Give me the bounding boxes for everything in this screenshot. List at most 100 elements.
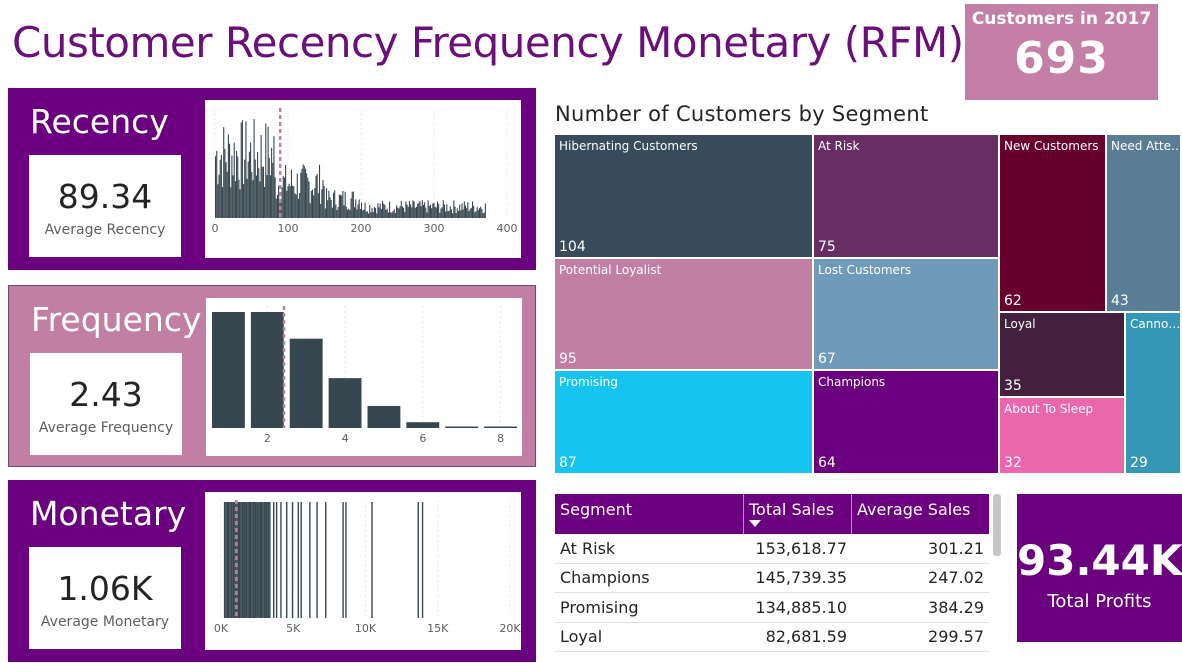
frequency-card[interactable]: 2.43 Average Frequency — [30, 353, 182, 455]
histogram-bar — [349, 210, 351, 218]
histogram-bar — [480, 206, 482, 218]
cell-total-sales: 134,885.10 — [755, 597, 847, 617]
header-total-sales[interactable]: Total Sales — [743, 494, 851, 534]
tick-label: 4 — [342, 432, 349, 445]
cell-average-sales: 301.21 — [928, 538, 984, 558]
treemap-tile[interactable]: Lost Customers 67 — [814, 259, 1000, 371]
histogram-bar — [463, 201, 465, 218]
frequency-caption: Average Frequency — [38, 420, 174, 436]
histogram-bar — [251, 171, 253, 218]
treemap-tile[interactable]: Promising 87 — [555, 371, 814, 475]
frequency-histogram[interactable]: 2 4 6 8 — [206, 298, 522, 456]
sort-desc-icon — [749, 520, 761, 527]
histogram-bar — [344, 191, 346, 218]
treemap-tile-value: 62 — [1004, 293, 1022, 309]
histogram-bar — [481, 209, 483, 218]
histogram-bar — [306, 173, 308, 218]
strip-bar — [232, 502, 234, 618]
frequency-chart-svg: 2 4 6 8 — [212, 306, 517, 445]
cell-segment: Loyal — [560, 627, 603, 647]
histogram-bar — [356, 209, 358, 218]
histogram-bar — [422, 204, 425, 218]
histogram-bar — [229, 143, 231, 218]
monetary-card[interactable]: 1.06K Average Monetary — [29, 547, 181, 649]
treemap-tile[interactable]: Loyal 35 — [1000, 313, 1126, 398]
tick-label: 8 — [497, 432, 504, 445]
customers-kpi-card[interactable]: Customers in 2017 693 — [965, 4, 1158, 100]
histogram-bar — [457, 211, 460, 218]
histogram-bar — [445, 211, 447, 218]
treemap-tile-value: 67 — [818, 351, 836, 367]
treemap-tile-label: Lost Customers — [818, 263, 912, 277]
histogram-bar — [268, 157, 270, 218]
histogram-bar — [399, 206, 401, 218]
tick-label: 300 — [424, 222, 445, 235]
histogram-bar — [448, 210, 450, 218]
histogram-bar — [366, 211, 368, 218]
monetary-histogram[interactable]: 0K 5K 10K 15K 20K — [205, 492, 521, 650]
histogram-bar — [231, 155, 233, 218]
treemap-tile[interactable]: Potential Loyalist 95 — [555, 259, 814, 371]
histogram-bar — [301, 168, 303, 218]
strip-bar — [291, 502, 294, 618]
strip-bar — [230, 502, 233, 618]
cell-total-sales: 82,681.59 — [765, 627, 847, 647]
histogram-bar — [387, 212, 389, 218]
histogram-bar — [285, 164, 287, 218]
total-profits-card[interactable]: 93.44K Total Profits — [1017, 494, 1182, 642]
histogram-bar — [293, 186, 295, 218]
treemap-tile-label: Canno… — [1130, 317, 1181, 331]
total-profits-label: Total Profits — [1047, 591, 1152, 612]
treemap-tile[interactable]: At Risk 75 — [814, 135, 1000, 259]
histogram-bar — [300, 172, 302, 218]
header-segment[interactable]: Segment — [560, 500, 632, 519]
table-scrollbar[interactable] — [993, 494, 1001, 556]
histogram-bar — [320, 203, 322, 218]
histogram-bar — [314, 188, 316, 218]
frequency-title: Frequency — [31, 300, 202, 339]
histogram-bar — [273, 136, 275, 218]
histogram-bar — [322, 180, 324, 218]
table-row[interactable]: Champions 145,739.35 247.02 — [555, 564, 989, 593]
histogram-bar — [447, 211, 449, 218]
tick-label: 2 — [264, 432, 271, 445]
frequency-panel: Frequency 2.43 Average Frequency 2 4 6 8 — [8, 285, 536, 467]
strip-bar — [309, 502, 311, 618]
histogram-bar — [350, 198, 352, 218]
histogram-bar — [380, 208, 382, 218]
histogram-bar — [391, 212, 393, 218]
histogram-bar — [476, 206, 478, 218]
monetary-caption: Average Monetary — [40, 614, 170, 630]
histogram-bar — [244, 159, 246, 218]
histogram-bar — [421, 200, 423, 218]
treemap-tile[interactable]: Need Atte… 43 — [1107, 135, 1182, 313]
histogram-bar — [265, 123, 267, 218]
treemap-tile[interactable]: Champions 64 — [814, 371, 1000, 475]
recency-histogram[interactable]: 0 100 200 300 400 — [205, 100, 521, 258]
treemap-tile[interactable]: Hibernating Customers 104 — [555, 135, 814, 259]
cell-average-sales: 384.29 — [928, 597, 984, 617]
tick-label: 20K — [499, 622, 521, 635]
histogram-bar — [271, 147, 273, 218]
monetary-title: Monetary — [30, 494, 187, 533]
strip-bar — [244, 502, 246, 618]
table-row[interactable]: Loyal 82,681.59 299.57 — [555, 623, 989, 652]
histogram-bar — [370, 212, 372, 218]
treemap-tile[interactable]: Canno… 29 — [1126, 313, 1182, 475]
total-profits-value: 93.44K — [1017, 536, 1182, 585]
header-average-sales[interactable]: Average Sales — [851, 494, 989, 534]
histogram-bar — [216, 150, 218, 218]
histogram-bar — [269, 175, 271, 218]
histogram-bar — [262, 166, 264, 218]
histogram-bar — [348, 208, 350, 218]
recency-card[interactable]: 89.34 Average Recency — [29, 155, 181, 257]
histogram-bar — [438, 203, 440, 218]
treemap-tile[interactable]: About To Sleep 32 — [1000, 398, 1126, 475]
strip-bar — [267, 502, 270, 618]
histogram-bar — [290, 169, 293, 218]
table-row[interactable]: Promising 134,885.10 384.29 — [555, 593, 989, 623]
strip-bar — [249, 502, 252, 618]
treemap-tile[interactable]: New Customers 62 — [1000, 135, 1107, 313]
histogram-bar — [392, 210, 394, 218]
table-row[interactable]: At Risk 153,618.77 301.21 — [555, 534, 989, 564]
